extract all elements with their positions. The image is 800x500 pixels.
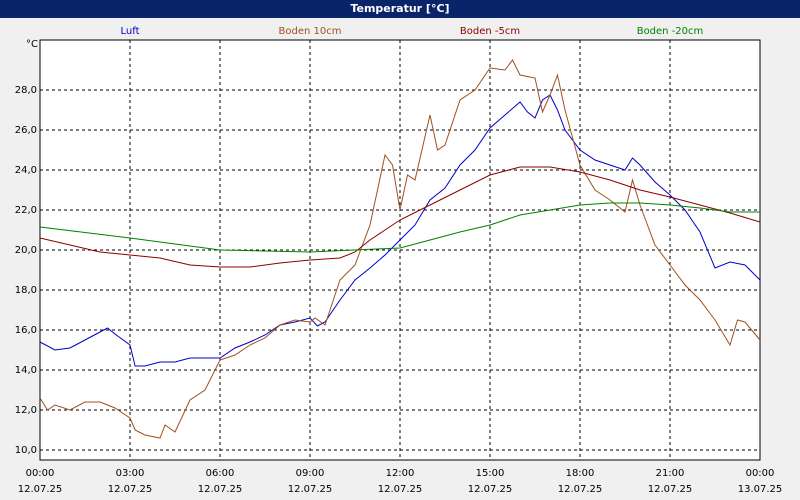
- x-tick-label: 06:00: [206, 468, 235, 479]
- x-tick-label: 09:00: [296, 468, 325, 479]
- x-tick-label: 18:00: [566, 468, 595, 479]
- chart-title: Temperatur [°C]: [350, 2, 449, 15]
- line-series: [39, 202, 760, 253]
- x-tick-label: 12:00: [386, 468, 415, 479]
- y-tick-label: 14,0: [15, 365, 37, 376]
- x-tick-date: 13.07.25: [738, 484, 783, 495]
- x-tick-label: 03:00: [116, 468, 145, 479]
- y-tick-label: 16,0: [15, 325, 37, 336]
- legend-entry: Boden -20cm: [637, 26, 704, 37]
- line-series: [39, 166, 761, 268]
- legend-entry: Luft: [121, 26, 140, 37]
- line-series: [39, 94, 761, 367]
- x-tick-date: 12.07.25: [468, 484, 513, 495]
- x-tick-label: 15:00: [476, 468, 505, 479]
- y-tick-label: 24,0: [15, 165, 37, 176]
- x-tick-date: 12.07.25: [18, 484, 63, 495]
- line-series: [39, 59, 761, 439]
- title-bar: [0, 0, 800, 18]
- y-tick-label: 18,0: [15, 285, 37, 296]
- x-tick-date: 12.07.25: [378, 484, 423, 495]
- x-tick-date: 12.07.25: [108, 484, 153, 495]
- legend-entry: Boden 10cm: [279, 26, 342, 37]
- legend-entry: Boden -5cm: [460, 26, 520, 37]
- y-tick-label: 22,0: [15, 205, 37, 216]
- y-tick-label: 20,0: [15, 245, 37, 256]
- x-tick-label: 21:00: [656, 468, 685, 479]
- x-tick-date: 12.07.25: [198, 484, 243, 495]
- x-tick-label: 00:00: [746, 468, 775, 479]
- x-tick-date: 12.07.25: [558, 484, 603, 495]
- x-tick-date: 12.07.25: [288, 484, 333, 495]
- y-tick-label: 28,0: [15, 85, 37, 96]
- plot-border: [39, 39, 761, 461]
- x-tick-date: 12.07.25: [648, 484, 693, 495]
- y-tick-label: 10,0: [15, 445, 37, 456]
- y-tick-label: 12,0: [15, 405, 37, 416]
- x-tick-label: 00:00: [26, 468, 55, 479]
- y-axis-unit: °C: [26, 39, 38, 50]
- y-tick-label: 26,0: [15, 125, 37, 136]
